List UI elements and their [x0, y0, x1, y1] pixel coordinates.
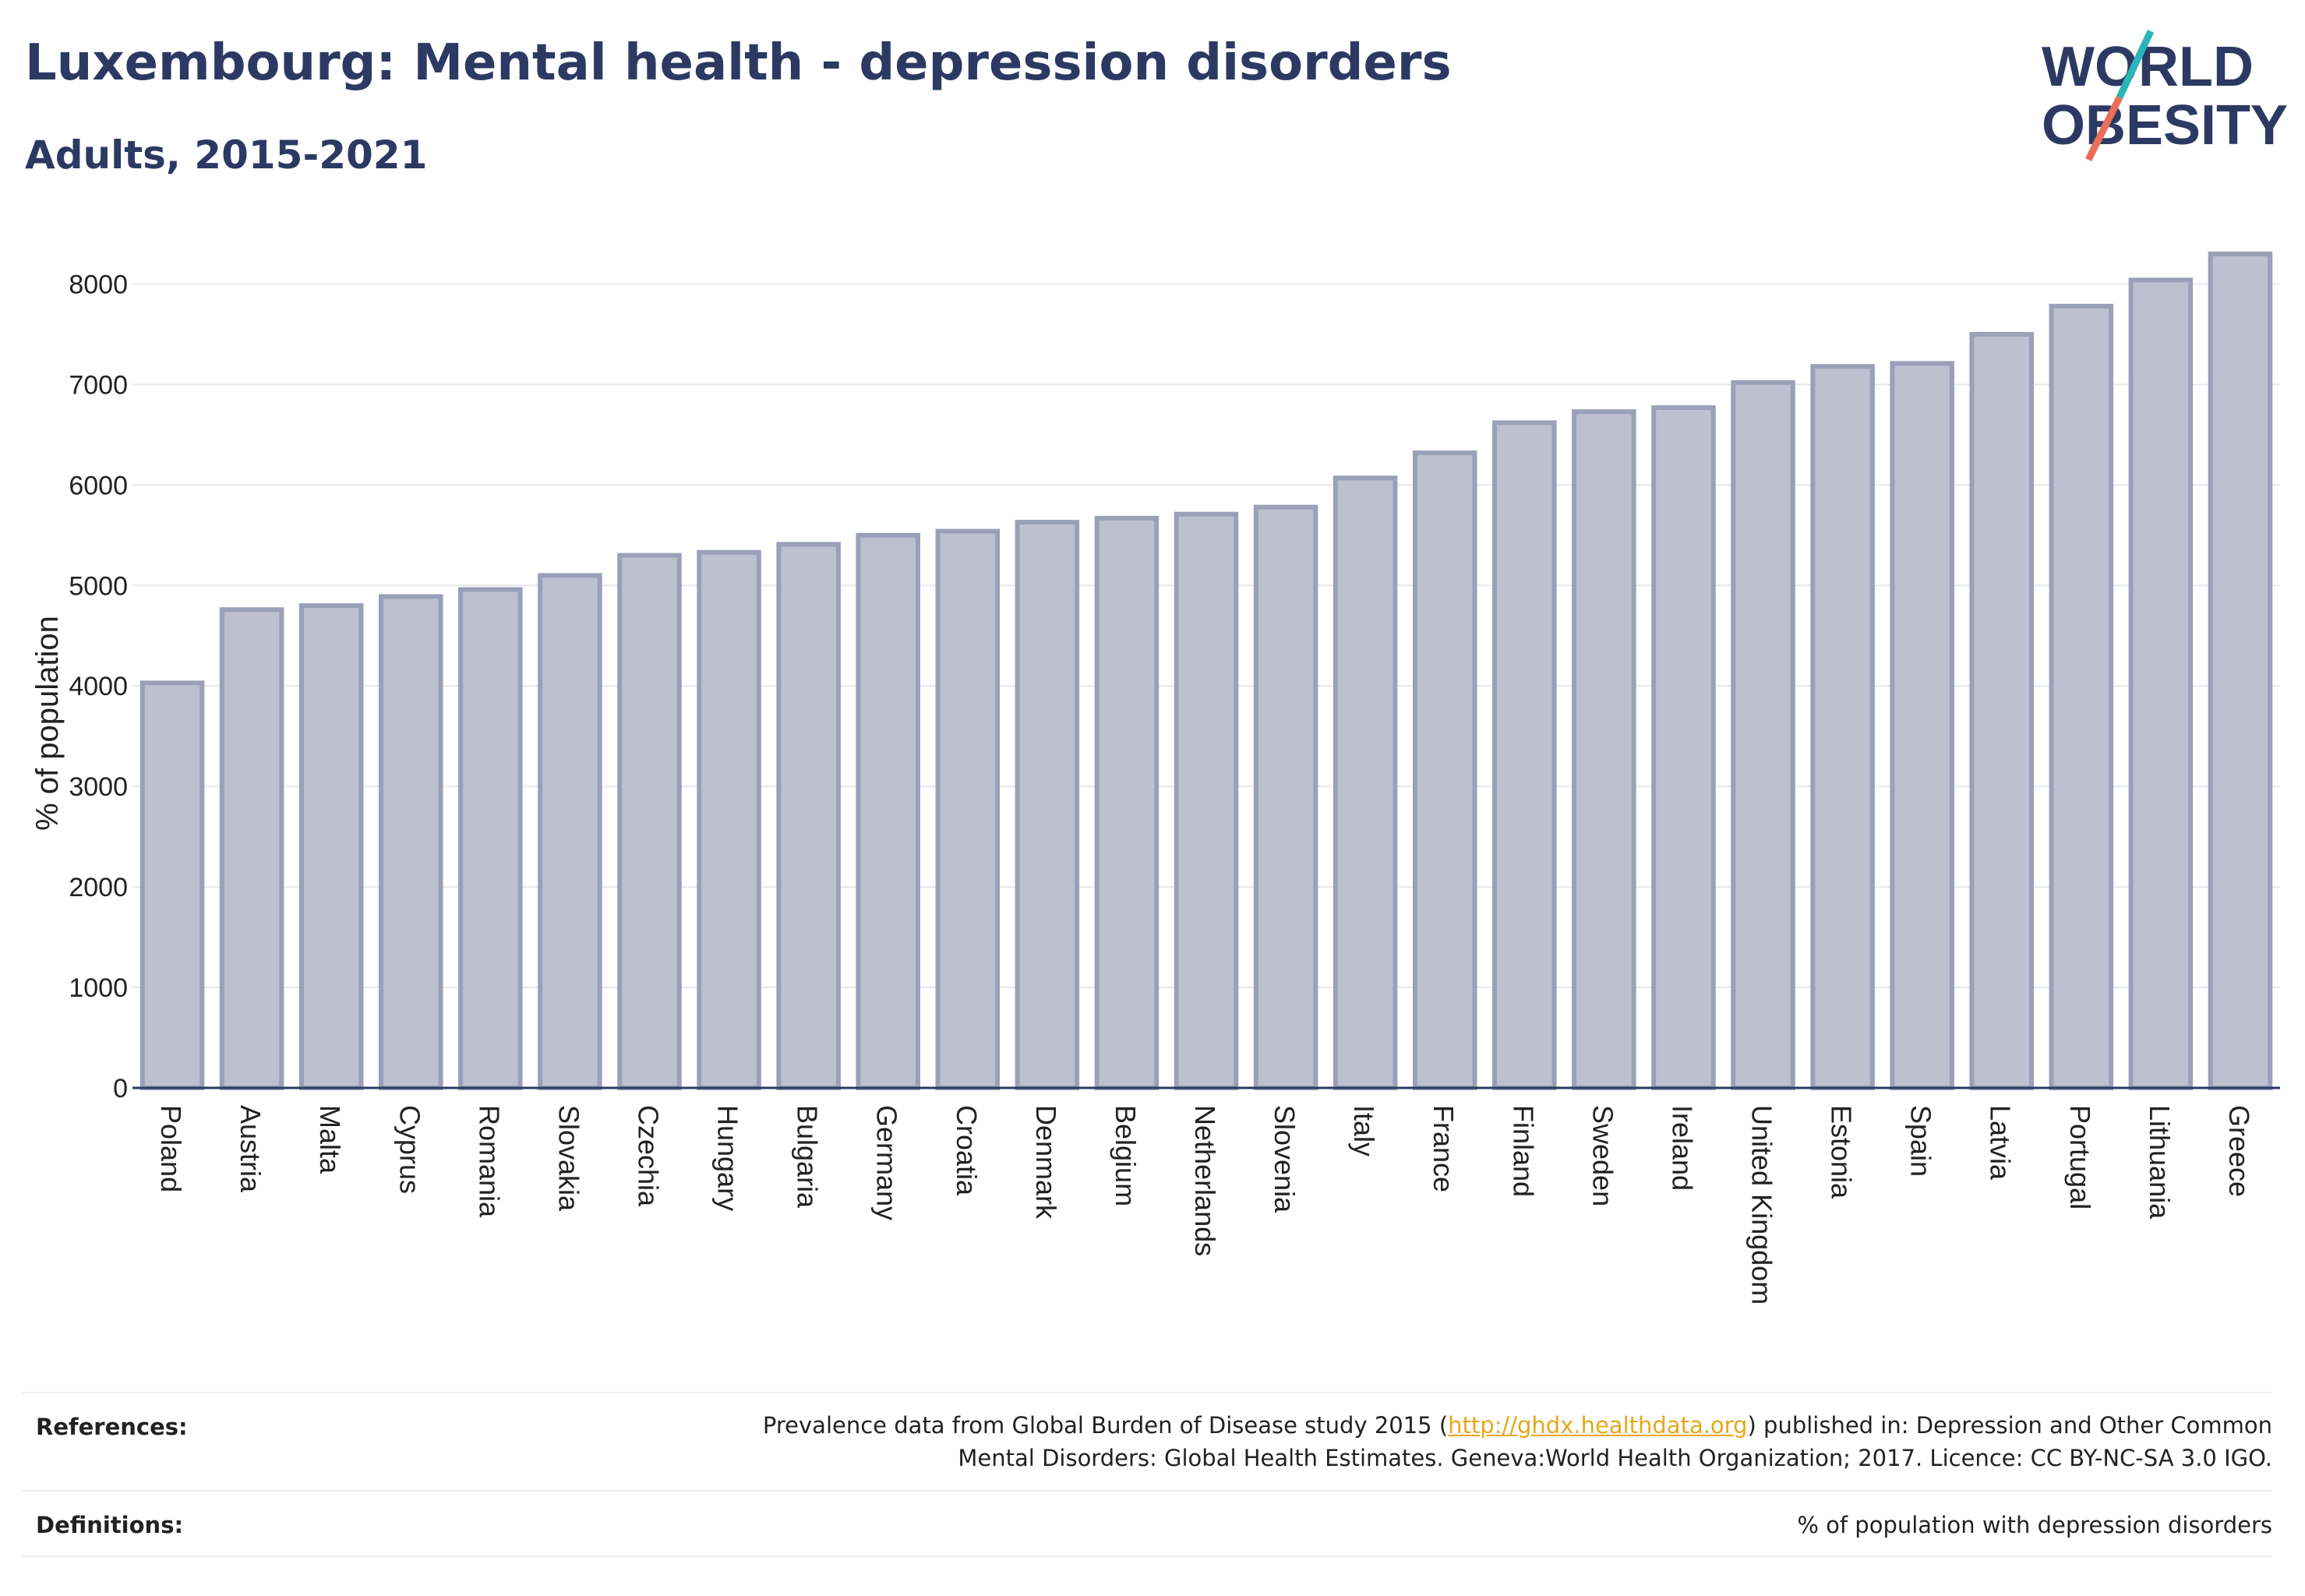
- y-tick-label: 8000: [69, 270, 128, 299]
- x-tick-label: Bulgaria: [792, 1105, 824, 1209]
- x-tick-label: Denmark: [1030, 1105, 1062, 1220]
- definitions-label: Definitions:: [36, 1512, 184, 1538]
- x-tick-label: Portugal: [2064, 1105, 2096, 1209]
- x-tick-label: Hungary: [712, 1105, 744, 1211]
- x-tick-label: Austria: [235, 1105, 267, 1193]
- references-line-1: Prevalence data from Global Burden of Di…: [763, 1409, 2272, 1442]
- y-tick-label: 5000: [69, 571, 128, 601]
- x-tick-label: Slovakia: [552, 1105, 584, 1212]
- bar: [1731, 380, 1795, 1090]
- references-suffix: ) published in: Depression and Other Com…: [1747, 1412, 2273, 1439]
- x-tick-label: Sweden: [1587, 1105, 1618, 1206]
- bar: [617, 553, 682, 1090]
- x-tick-label: Croatia: [951, 1105, 983, 1196]
- bar: [2128, 277, 2194, 1090]
- x-tick-label: Estonia: [1826, 1105, 1858, 1199]
- y-axis-ticks: 0 1000 2000 3000 4000 5000 6000 7000 8000: [69, 270, 128, 1103]
- x-tick-label: Italy: [1348, 1105, 1380, 1156]
- bar: [1094, 515, 1160, 1090]
- bar: [856, 532, 920, 1090]
- x-axis-ticks: Poland Austria Malta Cyprus Romania Slovakia C…: [155, 1105, 2255, 1305]
- references-section: References: Prevalence data from Global …: [22, 1409, 2272, 1487]
- x-tick-label: Cyprus: [394, 1105, 425, 1194]
- y-tick-label: 0: [113, 1074, 128, 1103]
- x-tick-label: Lithuania: [2144, 1105, 2176, 1220]
- x-tick-label: Slovenia: [1269, 1105, 1301, 1213]
- bar: [219, 607, 284, 1090]
- footer-divider-top: [22, 1392, 2272, 1393]
- logo-slash-teal: [2116, 30, 2155, 99]
- bar: [2049, 303, 2114, 1090]
- x-tick-label: Belgium: [1110, 1105, 1142, 1206]
- bar: [935, 528, 1001, 1090]
- bar: [458, 587, 523, 1090]
- references-line-2: Mental Disorders: Global Health Estimate…: [958, 1445, 2272, 1471]
- x-tick-label: Latvia: [1985, 1105, 2017, 1181]
- x-tick-label: France: [1428, 1105, 1460, 1192]
- y-tick-label: 3000: [69, 772, 128, 802]
- footer-divider-bottom: [22, 1555, 2272, 1557]
- bar: [1015, 520, 1080, 1090]
- bar: [1412, 450, 1477, 1090]
- bar: [1174, 511, 1239, 1090]
- bar-chart: 0 1000 2000 3000 4000 5000 6000 7000 8000 Poland…: [30, 251, 2280, 1305]
- bar: [1651, 405, 1716, 1090]
- y-tick-label: 6000: [69, 471, 128, 500]
- definitions-text: % of population with depression disorder…: [1797, 1512, 2272, 1538]
- bar: [2208, 251, 2273, 1091]
- bar: [1969, 331, 2035, 1090]
- bar: [776, 542, 841, 1090]
- references-text: Prevalence data from Global Burden of Di…: [763, 1409, 2272, 1474]
- y-axis-label: % of population: [30, 616, 65, 831]
- y-tick-label: 1000: [69, 973, 128, 1003]
- x-tick-label: Romania: [473, 1105, 505, 1218]
- bar: [1253, 504, 1318, 1090]
- bar: [1492, 420, 1557, 1090]
- logo-text-world: WORLD: [2042, 36, 2254, 98]
- x-tick-label: Germany: [871, 1105, 903, 1220]
- y-tick-label: 4000: [69, 672, 128, 701]
- bar: [1572, 409, 1636, 1090]
- bar: [1333, 475, 1398, 1090]
- x-tick-label: Poland: [155, 1105, 187, 1192]
- x-tick-label: Czechia: [632, 1105, 664, 1207]
- x-tick-label: Ireland: [1666, 1105, 1698, 1191]
- bar: [298, 603, 364, 1090]
- x-tick-label: United Kingdom: [1746, 1105, 1778, 1305]
- bar: [378, 594, 443, 1090]
- chart-subtitle: Adults, 2015-2021: [25, 132, 428, 178]
- y-tick-label: 7000: [69, 370, 128, 400]
- bar: [697, 549, 761, 1090]
- bars: [139, 251, 2273, 1091]
- bar: [538, 573, 602, 1090]
- footer-divider-middle: [22, 1490, 2272, 1492]
- bar: [139, 680, 205, 1090]
- logo-text-obesity: OBESITY: [2042, 94, 2288, 157]
- references-prefix: Prevalence data from Global Burden of Di…: [762, 1412, 1449, 1439]
- references-label: References:: [36, 1414, 188, 1440]
- references-link[interactable]: http://ghdx.healthdata.org: [1448, 1412, 1748, 1439]
- logo-slash-coral: [2084, 95, 2123, 162]
- x-tick-label: Finland: [1507, 1105, 1539, 1197]
- x-tick-label: Greece: [2223, 1105, 2255, 1197]
- bar: [1890, 361, 1954, 1090]
- y-tick-label: 2000: [69, 873, 128, 902]
- definitions-section: Definitions: % of population with depres…: [22, 1509, 2272, 1548]
- x-tick-label: Spain: [1905, 1105, 1937, 1177]
- bar: [1810, 364, 1875, 1091]
- chart-title: Luxembourg: Mental health - depression d…: [25, 34, 1452, 92]
- x-tick-label: Malta: [314, 1105, 346, 1174]
- world-obesity-logo: WORLD OBESITY: [2042, 30, 2288, 162]
- x-tick-label: Netherlands: [1189, 1105, 1221, 1256]
